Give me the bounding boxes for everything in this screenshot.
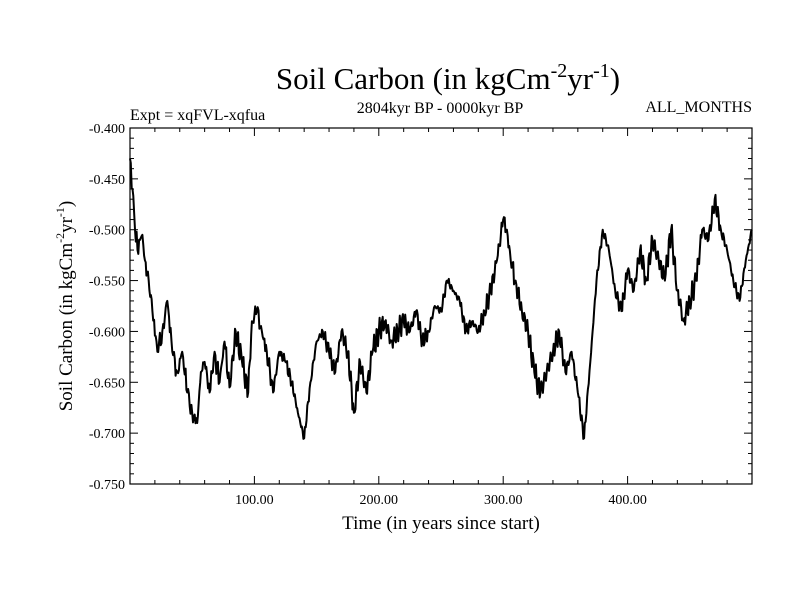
ylabel-sup-2: -1 [53, 207, 67, 217]
ylabel-mid: yr [56, 216, 77, 233]
x-tick-label: 100.00 [235, 493, 274, 508]
title-sup-2: -1 [593, 60, 610, 82]
y-tick-label: -0.650 [89, 376, 125, 391]
subtitle-period: 2804kyr BP - 0000kyr BP [357, 100, 524, 117]
y-tick-label: -0.450 [89, 173, 125, 188]
chart-title: Soil Carbon (in kgCm-2yr-1) [276, 60, 620, 96]
ylabel-sup-1: -2 [53, 233, 67, 243]
x-tick-label: 200.00 [360, 493, 399, 508]
y-tick-label: -0.500 [89, 224, 125, 239]
y-tick-label: -0.600 [89, 325, 125, 340]
title-sup-1: -2 [551, 60, 568, 82]
x-tick-label: 300.00 [484, 493, 523, 508]
y-tick-label: -0.700 [89, 427, 125, 442]
y-axis-label: Soil Carbon (in kgCm-2yr-1) [53, 201, 77, 412]
plot-frame [129, 127, 753, 485]
title-end: ) [610, 61, 620, 96]
subtitle-experiment: Expt = xqFVL-xqfua [130, 107, 265, 124]
subtitle-months: ALL_MONTHS [645, 99, 752, 116]
series-line-soil-carbon [129, 158, 753, 440]
title-main: Soil Carbon (in kgCm [276, 61, 551, 96]
ylabel-end: ) [56, 201, 77, 207]
y-axis-ticks: -0.400 -0.450 -0.500 -0.550 -0.600 -0.650 -0.7… [89, 122, 752, 493]
x-axis-label: Time (in years since start) [342, 513, 540, 534]
x-axis-ticks: 100.00 200.00 300.00 400.00 [154, 128, 728, 508]
title-mid: yr [567, 61, 594, 96]
x-tick-label: 400.00 [608, 493, 647, 508]
y-tick-label: -0.400 [89, 122, 125, 137]
y-tick-label: -0.750 [89, 478, 125, 493]
y-tick-label: -0.550 [89, 275, 125, 290]
ylabel-main: Soil Carbon (in kgCm [56, 243, 77, 412]
